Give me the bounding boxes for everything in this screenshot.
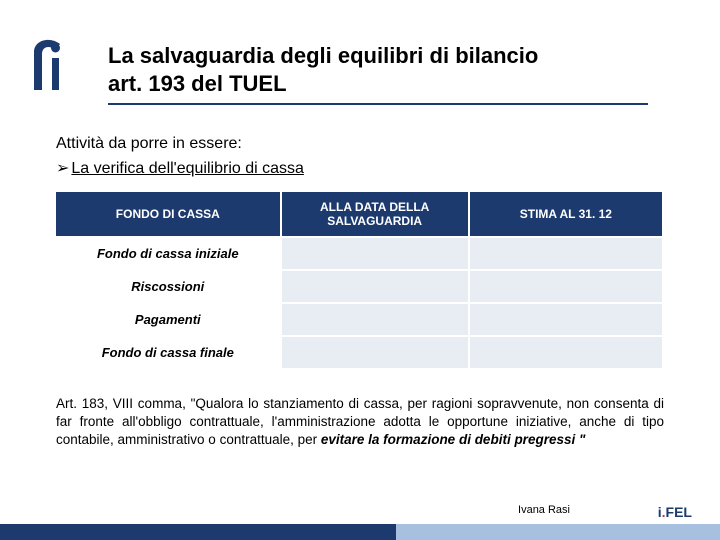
table-cell xyxy=(469,336,663,369)
table-cell xyxy=(281,336,469,369)
footer-author: Ivana Rasi xyxy=(518,504,570,516)
brand-logo xyxy=(22,32,92,102)
table-cell xyxy=(469,237,663,270)
table-cell xyxy=(281,270,469,303)
intro-text: Attività da porre in essere: xyxy=(56,135,242,153)
table-row: Fondo di cassa iniziale xyxy=(56,237,663,270)
table-header: STIMA AL 31. 12 xyxy=(469,192,663,237)
row-label: Fondo di cassa iniziale xyxy=(56,237,281,270)
table-row: Pagamenti xyxy=(56,303,663,336)
table-cell xyxy=(469,303,663,336)
title-line-1: La salvaguardia degli equilibri di bilan… xyxy=(108,43,538,68)
table-header-row: FONDO DI CASSA ALLA DATA DELLA SALVAGUAR… xyxy=(56,192,663,237)
footer-strip xyxy=(0,524,720,540)
row-label: Pagamenti xyxy=(56,303,281,336)
slide-header: La salvaguardia degli equilibri di bilan… xyxy=(108,42,680,105)
body-paragraph: Art. 183, VIII comma, "Qualora lo stanzi… xyxy=(56,395,664,450)
bullet-line: ➢La verifica dell'equilibrio di cassa xyxy=(56,158,304,178)
footer-logo: i.FEL xyxy=(658,504,692,520)
table-row: Riscossioni xyxy=(56,270,663,303)
row-label: Fondo di cassa finale xyxy=(56,336,281,369)
table-header: FONDO DI CASSA xyxy=(56,192,281,237)
title-underline xyxy=(108,103,648,105)
table-row: Fondo di cassa finale xyxy=(56,336,663,369)
cash-table: FONDO DI CASSA ALLA DATA DELLA SALVAGUAR… xyxy=(56,192,664,370)
table-header: ALLA DATA DELLA SALVAGUARDIA xyxy=(281,192,469,237)
footer-logo-text: FEL xyxy=(666,504,692,520)
slide-title: La salvaguardia degli equilibri di bilan… xyxy=(108,42,680,97)
row-label: Riscossioni xyxy=(56,270,281,303)
bullet-text: La verifica dell'equilibrio di cassa xyxy=(71,160,304,177)
table-cell xyxy=(281,237,469,270)
table-cell xyxy=(469,270,663,303)
bullet-arrow-icon: ➢ xyxy=(56,160,69,177)
title-line-2: art. 193 del TUEL xyxy=(108,71,287,96)
table-cell xyxy=(281,303,469,336)
body-emphasis: evitare la formazione di debiti pregress… xyxy=(321,432,585,447)
